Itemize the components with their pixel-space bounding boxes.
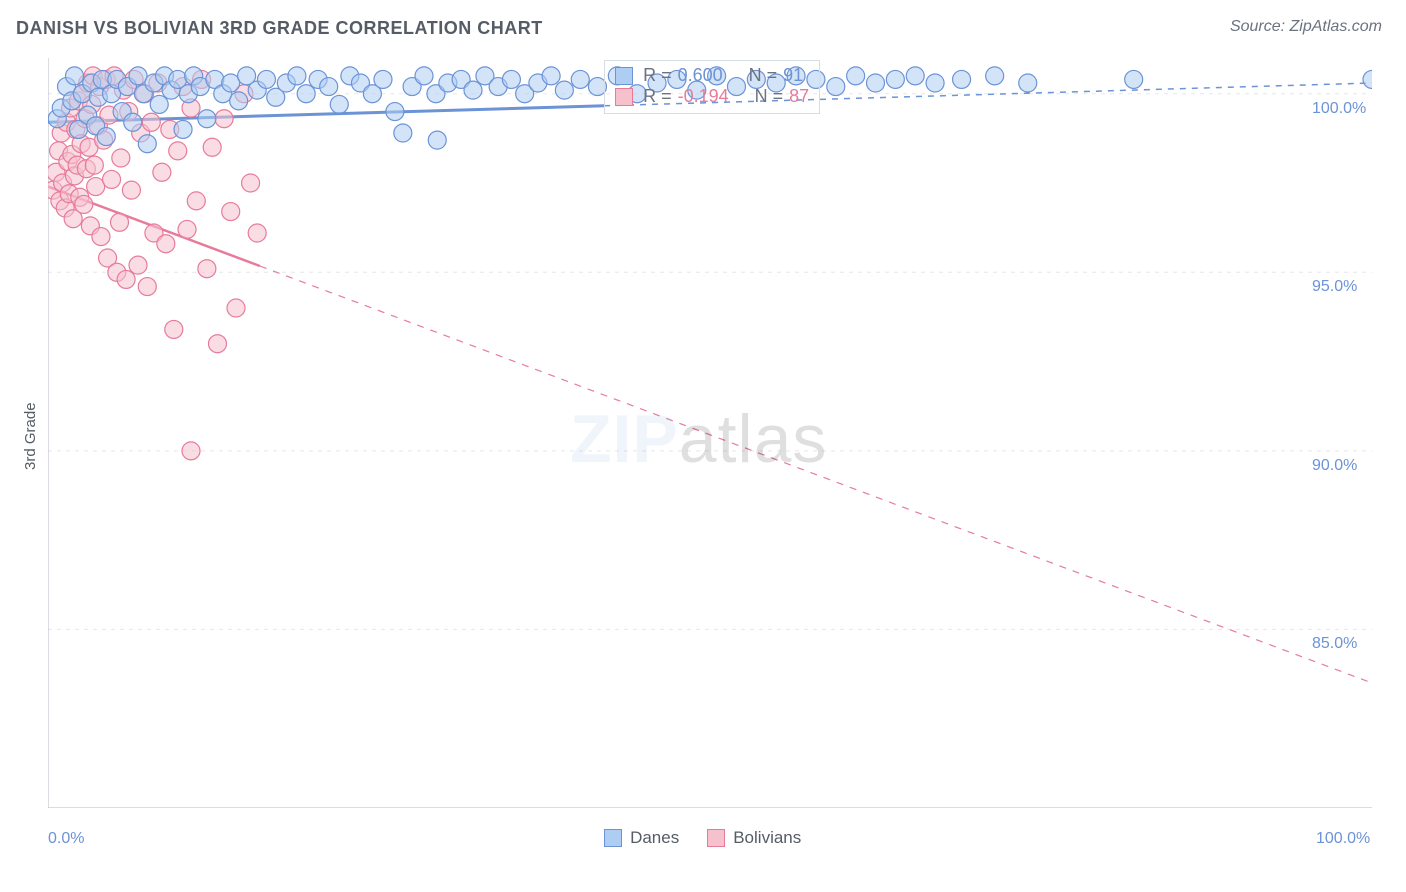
danes-point	[415, 67, 433, 85]
danes-point	[198, 110, 216, 128]
danes-legend-swatch	[604, 829, 622, 847]
danes-point	[953, 70, 971, 88]
danes-point	[129, 67, 147, 85]
y-axis-label: 3rd Grade	[22, 402, 39, 470]
corr-text-danes: R =0.600N =91	[643, 65, 803, 86]
bolivians-point	[222, 203, 240, 221]
legend-item-danes: Danes	[604, 828, 679, 848]
danes-point	[230, 92, 248, 110]
danes-point	[571, 70, 589, 88]
bolivians-point	[92, 228, 110, 246]
plot-svg	[48, 58, 1372, 808]
chart-title: DANISH VS BOLIVIAN 3RD GRADE CORRELATION…	[16, 18, 543, 39]
bolivians-point	[165, 320, 183, 338]
x-tick-label: 100.0%	[1316, 830, 1370, 848]
bolivians-legend-swatch	[707, 829, 725, 847]
bolivians-point	[110, 213, 128, 231]
bolivians-point	[153, 163, 171, 181]
danes-point	[464, 81, 482, 99]
danes-point	[1125, 70, 1143, 88]
chart-container: DANISH VS BOLIVIAN 3RD GRADE CORRELATION…	[0, 0, 1406, 892]
danes-point	[1019, 74, 1037, 92]
bolivians-point	[85, 156, 103, 174]
danes-point	[288, 67, 306, 85]
danes-point	[986, 67, 1004, 85]
danes-point	[138, 135, 156, 153]
bolivians-point	[129, 256, 147, 274]
bolivians-point	[227, 299, 245, 317]
danes-point	[374, 70, 392, 88]
bolivians-point	[169, 142, 187, 160]
correlation-box: R =0.600N =91R =-0.194N =87	[604, 60, 820, 114]
danes-point	[394, 124, 412, 142]
bolivians-point	[187, 192, 205, 210]
danes-point	[330, 95, 348, 113]
danes-point	[386, 103, 404, 121]
danes-point	[827, 78, 845, 96]
bolivians-point	[157, 235, 175, 253]
bolivians-point	[122, 181, 140, 199]
danes-point	[257, 70, 275, 88]
danes-point	[847, 67, 865, 85]
danes-point	[1363, 70, 1372, 88]
bolivians-point	[112, 149, 130, 167]
bolivians-point	[248, 224, 266, 242]
danes-point	[886, 70, 904, 88]
bolivians-point	[87, 178, 105, 196]
bolivians-point	[198, 260, 216, 278]
legend-label: Danes	[630, 828, 679, 848]
bolivians-trend-dash	[260, 266, 1372, 683]
bolivians-point	[103, 170, 121, 188]
bolivians-point	[178, 220, 196, 238]
danes-point	[150, 95, 168, 113]
source-attribution: Source: ZipAtlas.com	[1230, 18, 1382, 36]
y-tick-label: 100.0%	[1312, 100, 1366, 118]
bolivians-point	[242, 174, 260, 192]
danes-point	[174, 120, 192, 138]
danes-point	[320, 78, 338, 96]
y-tick-label: 95.0%	[1312, 278, 1357, 296]
danes-point	[867, 74, 885, 92]
bolivians-point	[182, 442, 200, 460]
scatter-plot	[48, 58, 1372, 808]
bolivians-point	[215, 110, 233, 128]
danes-point	[926, 74, 944, 92]
corr-row-bolivians: R =-0.194N =87	[615, 86, 809, 107]
danes-point	[502, 70, 520, 88]
danes-swatch	[615, 67, 633, 85]
bolivians-point	[117, 270, 135, 288]
y-tick-label: 90.0%	[1312, 457, 1357, 475]
danes-point	[555, 81, 573, 99]
danes-point	[222, 74, 240, 92]
legend-item-bolivians: Bolivians	[707, 828, 801, 848]
bolivians-point	[208, 335, 226, 353]
danes-point	[297, 85, 315, 103]
x-tick-label: 0.0%	[48, 830, 84, 848]
danes-point	[428, 131, 446, 149]
danes-point	[906, 67, 924, 85]
bolivians-point	[138, 278, 156, 296]
corr-row-danes: R =0.600N =91	[615, 65, 809, 86]
bolivians-point	[142, 113, 160, 131]
danes-point	[124, 113, 142, 131]
corr-text-bolivians: R =-0.194N =87	[643, 86, 809, 107]
legend-label: Bolivians	[733, 828, 801, 848]
danes-point	[65, 67, 83, 85]
bolivians-point	[203, 138, 221, 156]
bolivians-swatch	[615, 88, 633, 106]
y-tick-label: 85.0%	[1312, 635, 1357, 653]
danes-point	[542, 67, 560, 85]
legend: Danes Bolivians	[604, 828, 801, 848]
bolivians-point	[75, 195, 93, 213]
danes-point	[97, 128, 115, 146]
